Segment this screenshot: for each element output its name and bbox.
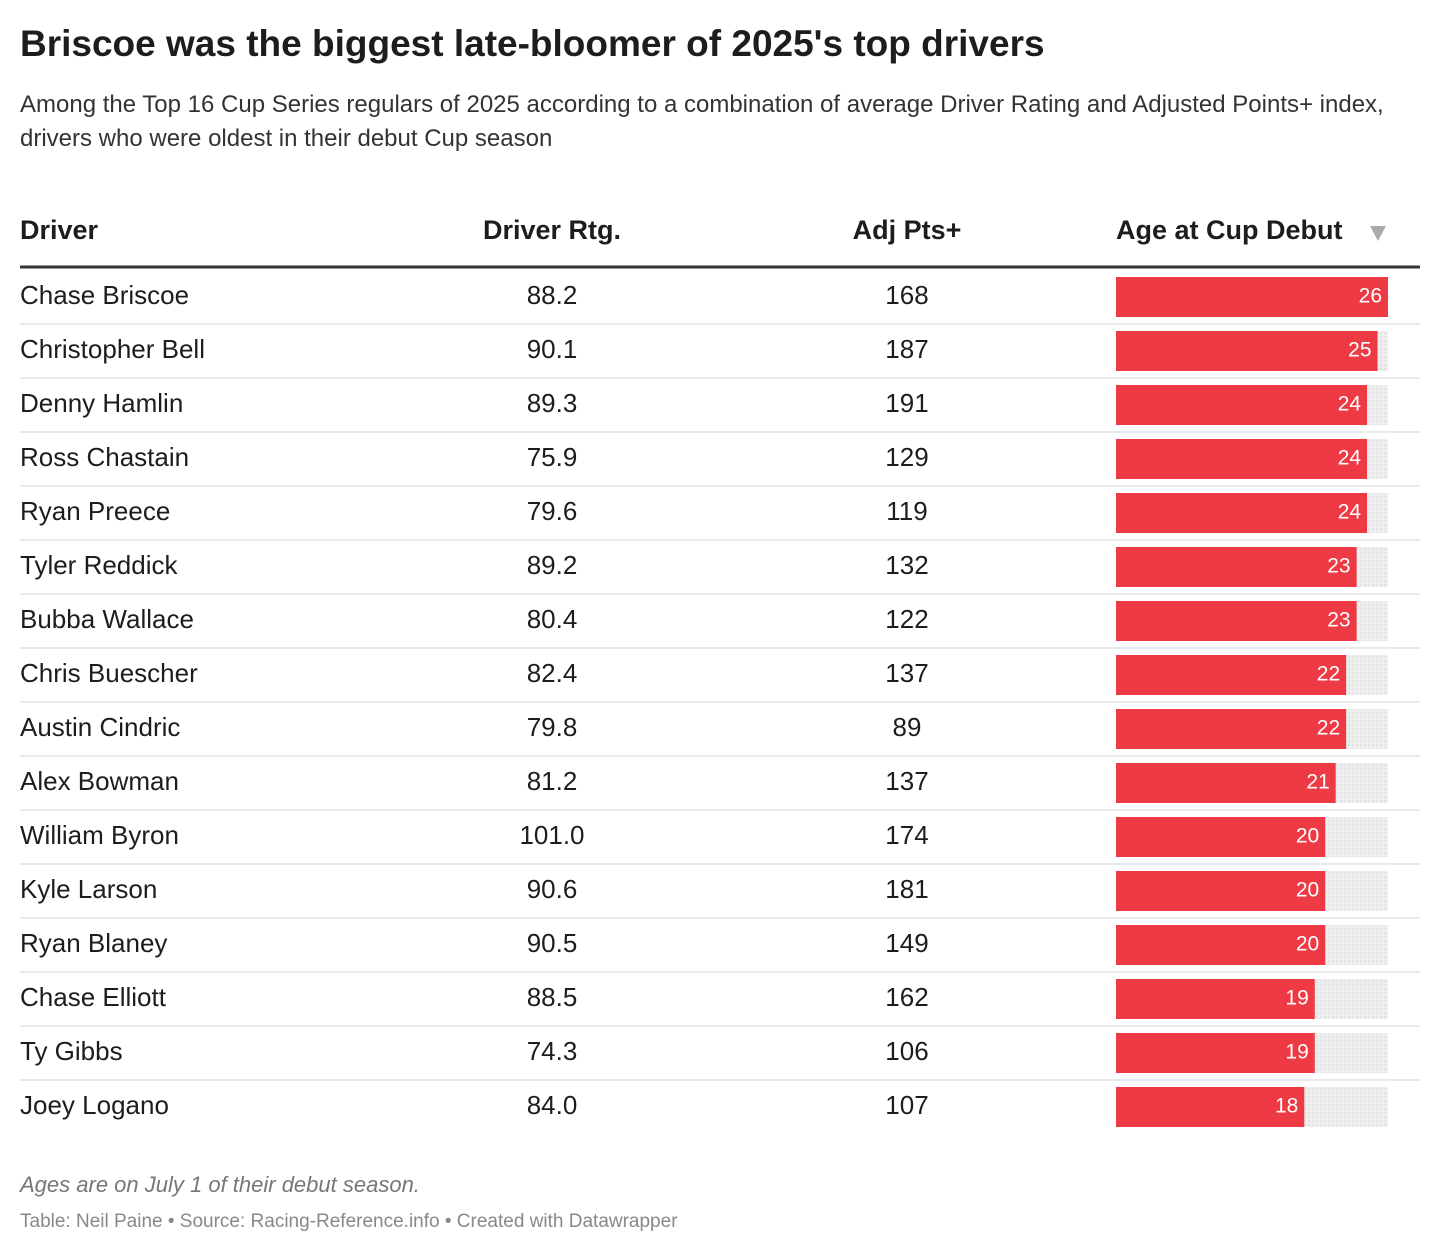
- bar: [1116, 547, 1357, 587]
- bar-label: 23: [1327, 609, 1350, 632]
- driver: Ryan Blaney: [20, 928, 167, 958]
- driver-rating: 90.1: [527, 334, 578, 364]
- driver-rating: 88.5: [527, 982, 578, 1012]
- driver: Kyle Larson: [20, 874, 157, 904]
- adj-pts: 107: [885, 1090, 928, 1120]
- driver-rating: 79.6: [527, 496, 578, 526]
- bar-label: 20: [1296, 879, 1319, 902]
- adj-pts: 174: [885, 820, 928, 850]
- driver: Chris Buescher: [20, 658, 198, 688]
- adj-pts: 137: [885, 766, 928, 796]
- driver-rating: 101.0: [519, 820, 584, 850]
- driver: Chase Briscoe: [20, 280, 189, 310]
- bar: [1116, 655, 1347, 695]
- driver: Ross Chastain: [20, 442, 189, 472]
- adj-pts: 106: [885, 1036, 928, 1066]
- driver: William Byron: [20, 820, 179, 850]
- driver-rating: 80.4: [527, 604, 578, 634]
- adj-pts: 132: [885, 550, 928, 580]
- driver: Chase Elliott: [20, 982, 167, 1012]
- adj-pts: 129: [885, 442, 928, 472]
- adj-pts: 187: [885, 334, 928, 364]
- bar: [1116, 871, 1326, 911]
- bar: [1116, 277, 1388, 317]
- adj-pts: 119: [886, 496, 927, 526]
- bar-label: 24: [1338, 501, 1362, 524]
- bar-label: 24: [1338, 447, 1362, 470]
- driver-rating: 82.4: [527, 658, 578, 688]
- col-header: Adj Pts+: [853, 215, 962, 245]
- driver: Tyler Reddick: [20, 550, 178, 580]
- driver-rating: 74.3: [527, 1036, 578, 1066]
- subtitle: Among the Top 16 Cup Series regulars of …: [20, 91, 1384, 118]
- bar-label: 23: [1327, 555, 1350, 578]
- bar: [1116, 1087, 1305, 1127]
- driver: Bubba Wallace: [20, 604, 194, 634]
- bar-label: 20: [1296, 933, 1319, 956]
- bar: [1116, 925, 1326, 965]
- note: Ages are on July 1 of their debut season…: [18, 1172, 420, 1197]
- bar-label: 26: [1359, 285, 1382, 308]
- bar-label: 19: [1285, 987, 1308, 1010]
- adj-pts: 181: [885, 874, 928, 904]
- adj-pts: 137: [885, 658, 928, 688]
- col-header: Age at Cup Debut: [1116, 215, 1343, 245]
- adj-pts: 162: [885, 982, 928, 1012]
- driver-rating: 75.9: [527, 442, 578, 472]
- bar: [1116, 817, 1326, 857]
- bar: [1116, 331, 1378, 371]
- driver-rating: 88.2: [527, 280, 578, 310]
- adj-pts: 168: [885, 280, 928, 310]
- bar-label: 25: [1348, 339, 1371, 362]
- driver: Denny Hamlin: [20, 388, 183, 418]
- driver-rating: 90.6: [527, 874, 578, 904]
- col-header: Driver Rtg.: [483, 215, 621, 245]
- bar-label: 22: [1317, 663, 1340, 686]
- driver: Joey Logano: [20, 1090, 169, 1120]
- source: Table: Neil Paine • Source: Racing-Refer…: [20, 1211, 678, 1232]
- bar-label: 19: [1285, 1041, 1308, 1064]
- adj-pts: 89: [893, 712, 922, 742]
- driver: Ryan Preece: [20, 496, 170, 526]
- bar-label: 22: [1317, 717, 1340, 740]
- driver-rating: 84.0: [527, 1090, 578, 1120]
- adj-pts: 191: [885, 388, 928, 418]
- driver-rating: 89.3: [527, 388, 578, 418]
- bar-label: 20: [1296, 825, 1319, 848]
- adj-pts: 122: [885, 604, 928, 634]
- bar-label: 24: [1338, 393, 1362, 416]
- bar: [1116, 1033, 1315, 1073]
- bar: [1116, 439, 1368, 479]
- bar: [1116, 601, 1357, 641]
- title: Briscoe was the biggest late-bloomer of …: [20, 23, 1045, 64]
- driver: Ty Gibbs: [20, 1036, 123, 1066]
- subtitle-cont: drivers who were oldest in their debut C…: [20, 125, 552, 152]
- driver-rating: 89.2: [527, 550, 578, 580]
- driver: Austin Cindric: [20, 712, 180, 742]
- bar-label: 21: [1306, 771, 1329, 794]
- driver-rating: 81.2: [527, 766, 578, 796]
- bar: [1116, 709, 1347, 749]
- driver-rating: 90.5: [527, 928, 578, 958]
- driver: Alex Bowman: [20, 766, 179, 796]
- bar-label: 18: [1275, 1095, 1298, 1118]
- col-header: Driver: [20, 215, 99, 245]
- bar: [1116, 763, 1336, 803]
- driver-rating: 79.8: [527, 712, 578, 742]
- rows: Chase Briscoe 88.2 168 26 Christopher Bell 90…: [20, 277, 1420, 1127]
- adj-pts: 149: [885, 928, 928, 958]
- bar: [1116, 385, 1368, 425]
- bar: [1116, 493, 1368, 533]
- bar: [1116, 979, 1315, 1019]
- driver: Christopher Bell: [20, 334, 205, 364]
- sort-icon[interactable]: [1370, 226, 1386, 241]
